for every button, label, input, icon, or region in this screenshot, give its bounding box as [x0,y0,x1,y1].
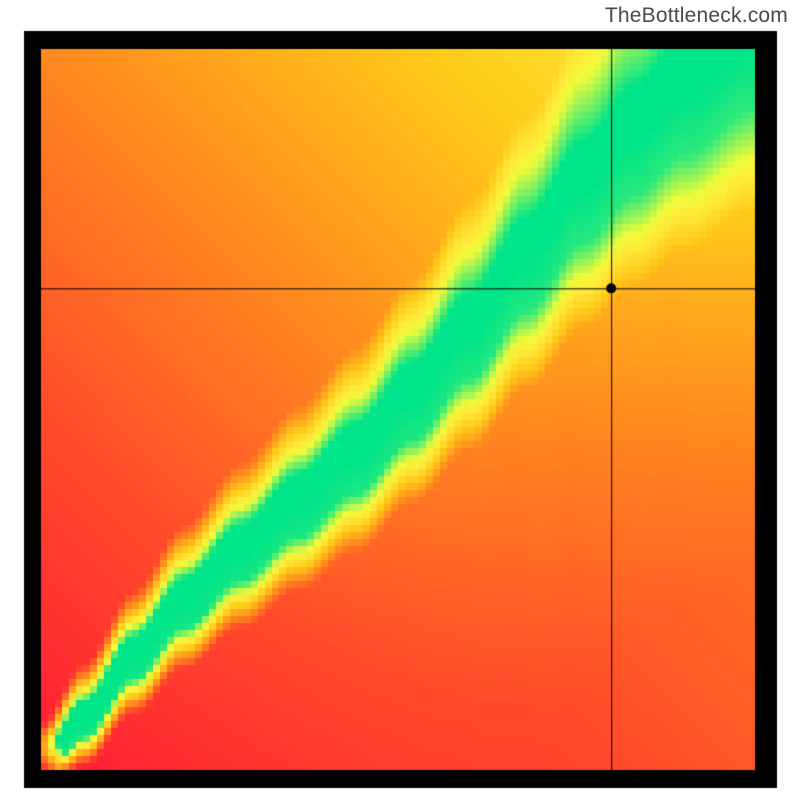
watermark-text: TheBottleneck.com [605,4,788,28]
bottleneck-heatmap-canvas [0,0,800,800]
bottleneck-heatmap-container: TheBottleneck.com [0,0,800,800]
